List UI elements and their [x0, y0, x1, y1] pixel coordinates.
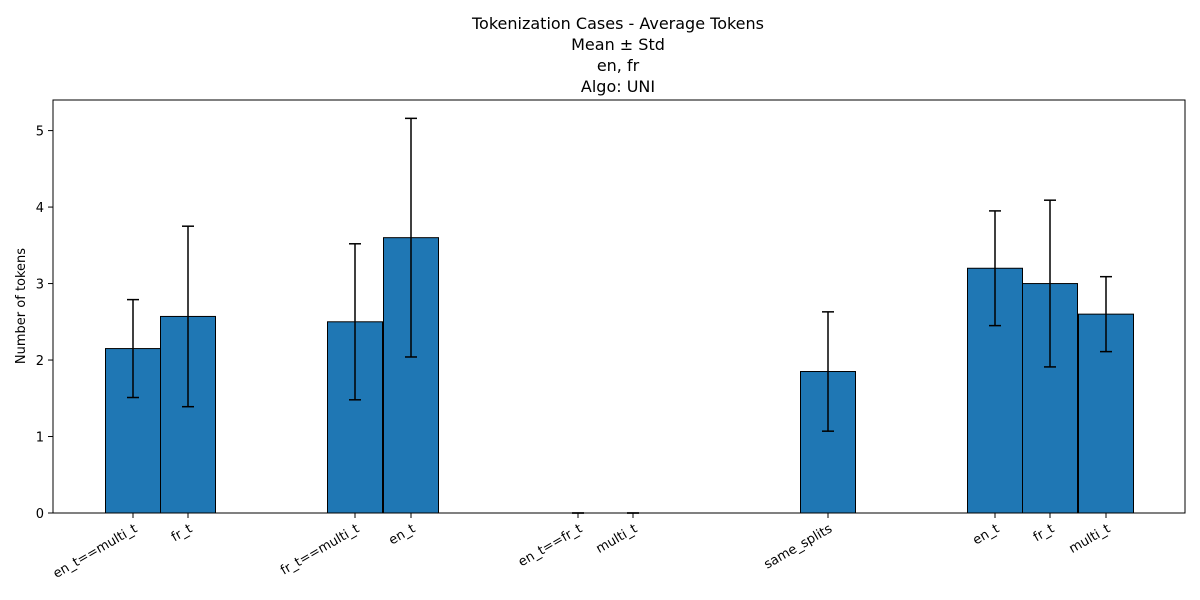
- x-tick-label: fr_t: [1031, 521, 1057, 545]
- x-tick-label: fr_t==multi_t: [278, 521, 362, 578]
- title-line: Tokenization Cases - Average Tokens: [471, 14, 764, 33]
- y-tick-label: 3: [36, 278, 44, 293]
- title-line: en, fr: [597, 56, 640, 75]
- x-tick-label: en_t==fr_t: [516, 521, 585, 570]
- y-axis-label: Number of tokens: [14, 248, 29, 364]
- x-tick-label: fr_t: [169, 521, 195, 545]
- title-line: Algo: UNI: [581, 77, 655, 96]
- plot-area: 0 1 2 3 4 5 en_t==multi_t fr_t fr_t==multi_t en_t…: [36, 99, 1186, 582]
- y-tick-label: 1: [36, 431, 44, 446]
- x-tick-label: en_t: [386, 521, 418, 548]
- x-tick-label: en_t: [970, 521, 1002, 548]
- chart-title: Tokenization Cases - Average Tokens Mean…: [471, 14, 764, 96]
- y-tick-label: 4: [36, 201, 44, 216]
- y-tick-label: 0: [36, 507, 44, 522]
- y-tick-label: 5: [36, 125, 44, 140]
- x-tick-label: multi_t: [594, 521, 640, 556]
- y-tick-label: 2: [36, 354, 44, 369]
- x-tick-label: same_splits: [762, 521, 836, 572]
- title-line: Mean ± Std: [571, 35, 665, 54]
- x-tick-label: en_t==multi_t: [51, 521, 140, 581]
- axes-frame: [52, 99, 1186, 514]
- x-tick-label: multi_t: [1067, 521, 1113, 556]
